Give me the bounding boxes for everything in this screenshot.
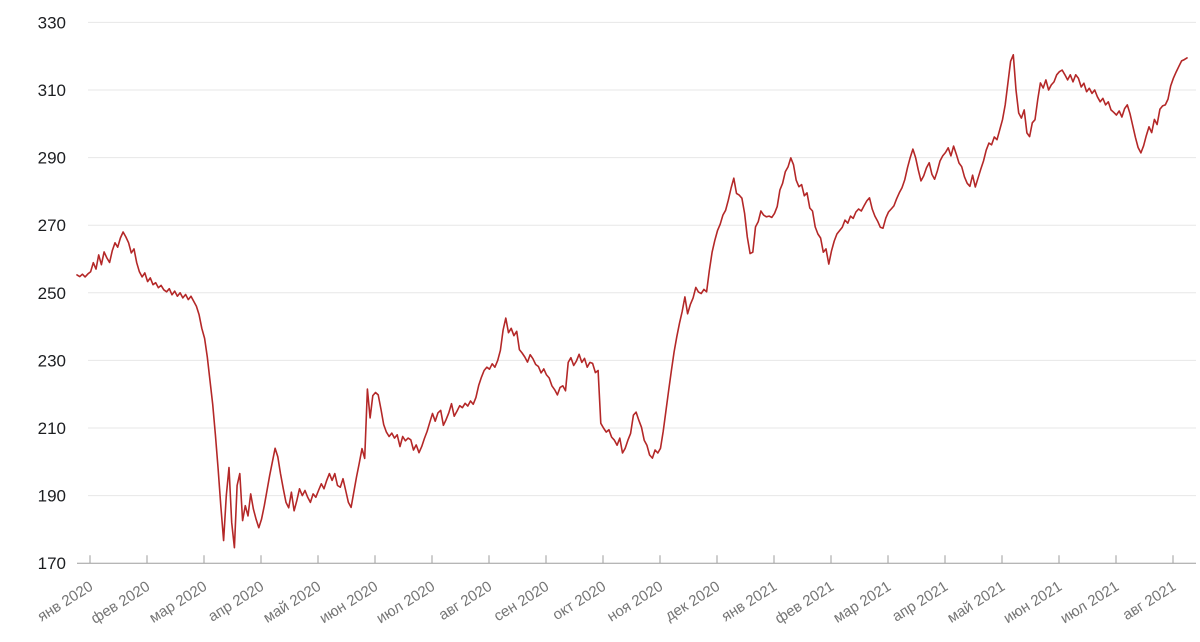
x-axis-label: янв 2020 (35, 578, 97, 625)
price-line-series (76, 54, 1188, 549)
x-axis-label: июл 2021 (1057, 578, 1122, 627)
y-axis-label: 310 (38, 81, 66, 100)
x-axis-label: сен 2020 (491, 578, 552, 625)
x-axis-label: апр 2021 (889, 578, 951, 625)
y-axis-label: 250 (38, 284, 66, 303)
x-axis-label: фев 2020 (88, 578, 153, 627)
x-axis-label: июн 2020 (317, 578, 382, 627)
x-axis-label: авг 2020 (436, 578, 495, 624)
x-axis-label: июл 2020 (373, 578, 438, 627)
x-axis-label: фев 2021 (772, 578, 837, 627)
x-axis-label: май 2021 (944, 578, 1008, 627)
x-axis-label: янв 2021 (719, 578, 781, 625)
x-axis-label: июн 2021 (1001, 578, 1066, 627)
y-axis-label: 230 (38, 351, 66, 370)
x-axis-label: окт 2020 (550, 578, 609, 624)
x-axis-label: мар 2021 (830, 578, 894, 627)
y-axis-label: 170 (38, 554, 66, 573)
y-axis-label: 190 (38, 487, 66, 506)
y-axis-label: 330 (38, 13, 66, 32)
x-axis-label: дек 2020 (662, 578, 723, 625)
x-axis-label: май 2020 (260, 578, 324, 627)
x-axis-label: мар 2020 (146, 578, 210, 627)
x-axis-label: апр 2020 (205, 578, 267, 625)
x-axis-label: ноя 2020 (604, 578, 666, 625)
y-axis-label: 270 (38, 216, 66, 235)
y-axis-label: 210 (38, 419, 66, 438)
y-axis-label: 290 (38, 149, 66, 168)
x-axis-label: авг 2021 (1120, 578, 1179, 624)
